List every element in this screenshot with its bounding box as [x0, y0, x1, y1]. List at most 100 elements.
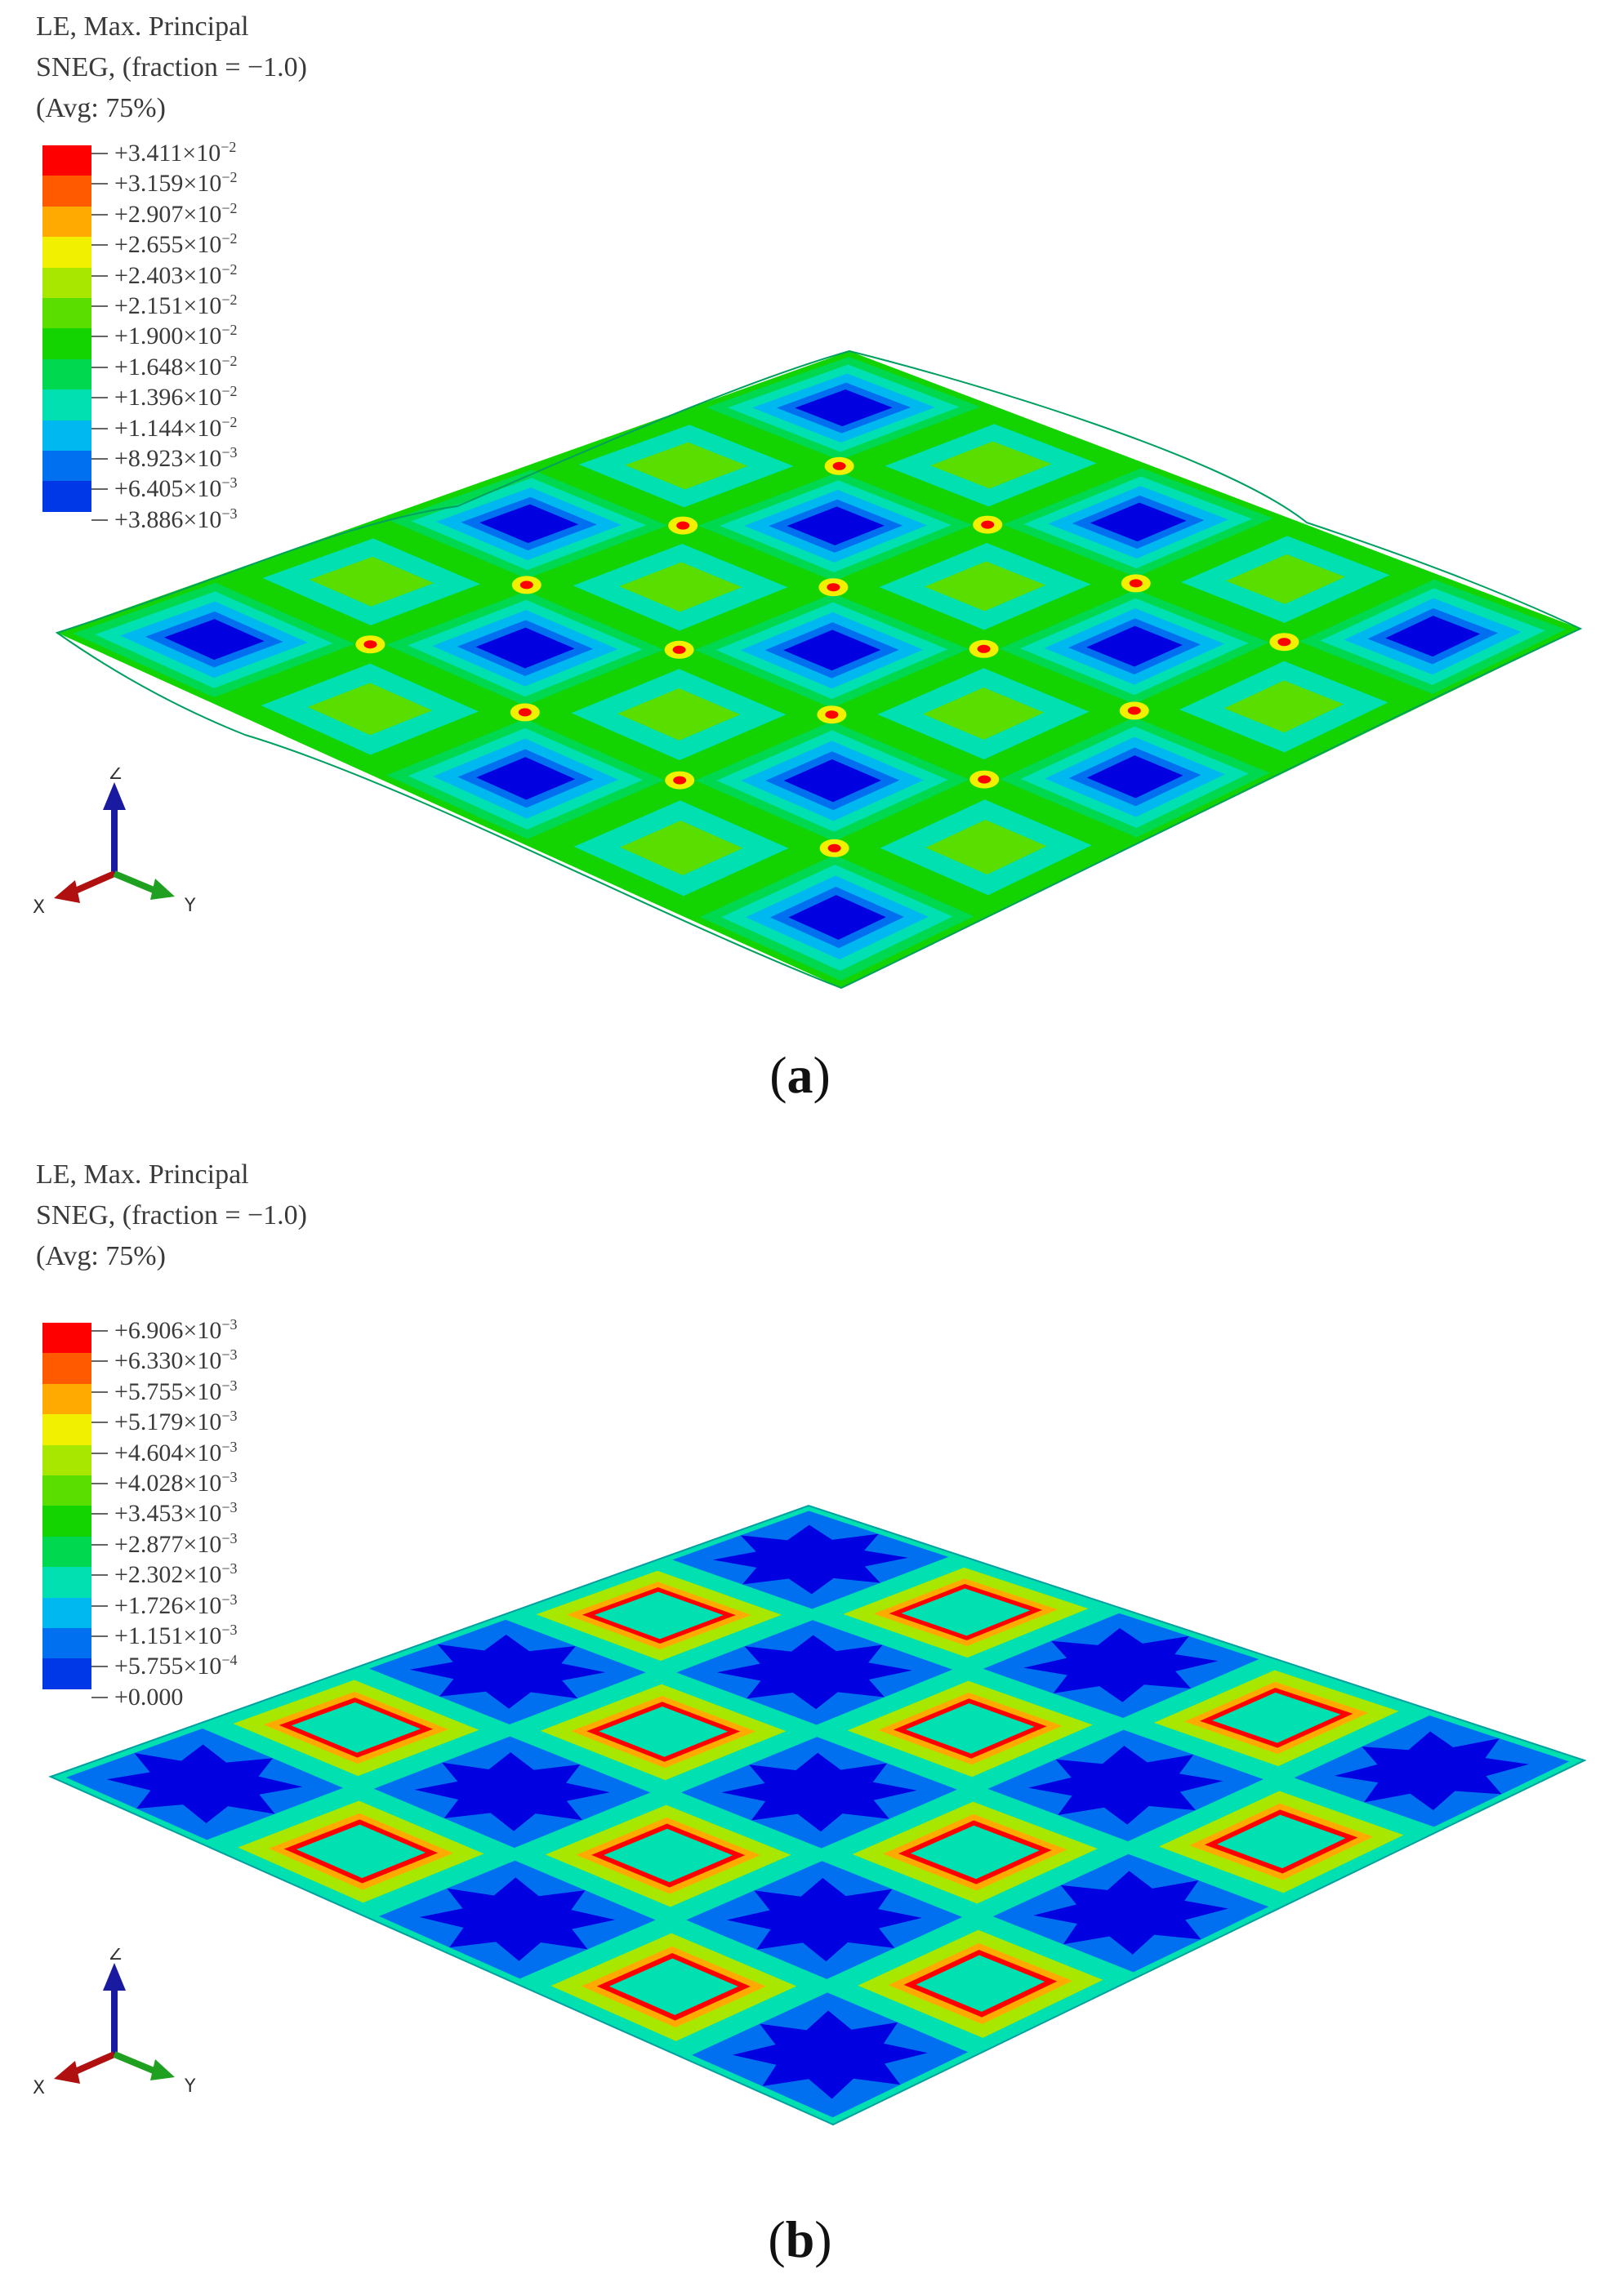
legend-swatch [42, 450, 91, 482]
strain-band [1033, 1871, 1228, 1955]
legend-tick-label: +2.655×10−2 [91, 229, 238, 260]
strain-band [910, 1825, 1040, 1880]
legend-title-line: SNEG, (fraction = −1.0) [36, 52, 307, 82]
legend-swatch [42, 1475, 91, 1506]
legend-swatch [42, 297, 91, 329]
legend-tick-label: +1.396×10−2 [91, 382, 238, 413]
legend-swatch [42, 1323, 91, 1354]
legend-swatch [42, 358, 91, 390]
legend-swatch [42, 389, 91, 420]
hot-spot-core [827, 583, 840, 592]
legend-tick-label: +2.907×10−2 [91, 199, 238, 230]
strain-band [1385, 616, 1481, 657]
strain-band [788, 895, 886, 940]
y-axis-label: Y [184, 896, 196, 916]
strain-band [901, 1588, 1031, 1636]
contour-pattern [65, 1511, 1570, 2118]
legend-swatch [42, 145, 91, 176]
strain-band [732, 2010, 928, 2099]
strain-band [783, 630, 881, 671]
legend-tick-label: +3.159×10−2 [91, 168, 238, 199]
legend-swatch [42, 1536, 91, 1568]
legend-tick-label: +6.330×10−3 [91, 1346, 238, 1377]
legend-swatch [42, 206, 91, 238]
strain-band [716, 1635, 912, 1710]
legend-swatch [42, 1444, 91, 1475]
legend-tick-label: +3.411×10−2 [91, 138, 236, 169]
strain-band [795, 389, 893, 427]
strain-band [476, 757, 576, 800]
strain-band [1086, 625, 1183, 667]
strain-band [783, 759, 881, 803]
legend-tick-label: +8.923×10−3 [91, 443, 238, 474]
legend-tick-label: +1.151×10−3 [91, 1621, 238, 1652]
legend-swatch [42, 1597, 91, 1628]
y-axis-arrow [113, 870, 155, 893]
strain-band [1023, 1628, 1219, 1702]
strain-band [1027, 1746, 1223, 1825]
legend-swatch [42, 1383, 91, 1415]
legend-tick-label: +6.405×10−3 [91, 474, 238, 505]
strain-band [925, 820, 1047, 874]
hot-spot-core [832, 461, 846, 470]
strain-band [712, 1524, 908, 1595]
legend-swatch [42, 1658, 91, 1689]
legend-tick-label: +3.453×10−3 [91, 1498, 238, 1529]
plate-outline [48, 1504, 1587, 2126]
y-axis-label: Y [184, 2076, 196, 2097]
strain-band [296, 1824, 426, 1879]
strain-band [604, 1828, 733, 1883]
strain-band [309, 556, 435, 607]
legend-title-line: SNEG, (fraction = −1.0) [36, 1200, 307, 1230]
contour-plot-a [55, 349, 1583, 990]
strain-band [625, 442, 748, 490]
legend-title-line: (Avg: 75%) [36, 1241, 166, 1271]
strain-band [930, 441, 1052, 489]
hot-spot-core [825, 710, 839, 719]
legend-tick-label: +6.906×10−3 [91, 1315, 238, 1346]
hot-spot-core [1127, 706, 1141, 715]
z-axis-label: Z [109, 768, 122, 784]
legend-swatch [42, 1353, 91, 1384]
hot-spot-core [673, 776, 687, 785]
strain-band [916, 1955, 1045, 2012]
strain-band [291, 1702, 421, 1753]
legend-tick-label: +5.179×10−3 [91, 1407, 238, 1438]
legend-tick-label: +1.726×10−3 [91, 1591, 238, 1622]
strain-band [1212, 1692, 1341, 1743]
axis-triad: Z X Y [33, 1948, 196, 2098]
legend-tick-label: +4.604×10−3 [91, 1438, 238, 1469]
legend-tick-label: +2.403×10−2 [91, 260, 238, 291]
strain-band [409, 1635, 606, 1709]
legend-tick-label: +5.755×10−4 [91, 1651, 238, 1682]
hot-spot-core [981, 520, 995, 529]
strain-band [726, 1877, 922, 1962]
plate-outline [55, 349, 1583, 990]
legend-swatch [42, 237, 91, 268]
axis-triad: Z X Y [33, 768, 196, 918]
strain-band [307, 683, 433, 736]
legend-tick-label: +1.144×10−2 [91, 413, 238, 444]
strain-band [721, 1752, 917, 1832]
strain-band [599, 1706, 729, 1757]
panel-caption-b: (b) [768, 2210, 832, 2268]
strain-band [617, 687, 741, 741]
legend-swatch [42, 328, 91, 359]
legend-title: LE, Max. Principal SNEG, (fraction = −1.… [36, 1155, 307, 1277]
legend-title-line: LE, Max. Principal [36, 1159, 249, 1190]
strain-band [1223, 680, 1344, 733]
x-axis-label: X [33, 2078, 45, 2098]
legend-tick-label: +4.028×10−3 [91, 1468, 238, 1499]
strain-band [106, 1744, 303, 1823]
hot-spot-core [519, 581, 533, 590]
contour-plot-b [48, 1504, 1587, 2126]
legend-tick-label: +1.900×10−2 [91, 321, 238, 352]
panel-caption-a: (a) [769, 1046, 831, 1104]
legend-title: LE, Max. Principal SNEG, (fraction = −1.… [36, 7, 307, 129]
strain-band [163, 619, 265, 661]
strain-band [1225, 554, 1345, 604]
strain-band [608, 1958, 738, 2015]
strain-band [594, 1591, 724, 1640]
strain-band [620, 821, 743, 875]
strain-band [419, 1877, 616, 1961]
